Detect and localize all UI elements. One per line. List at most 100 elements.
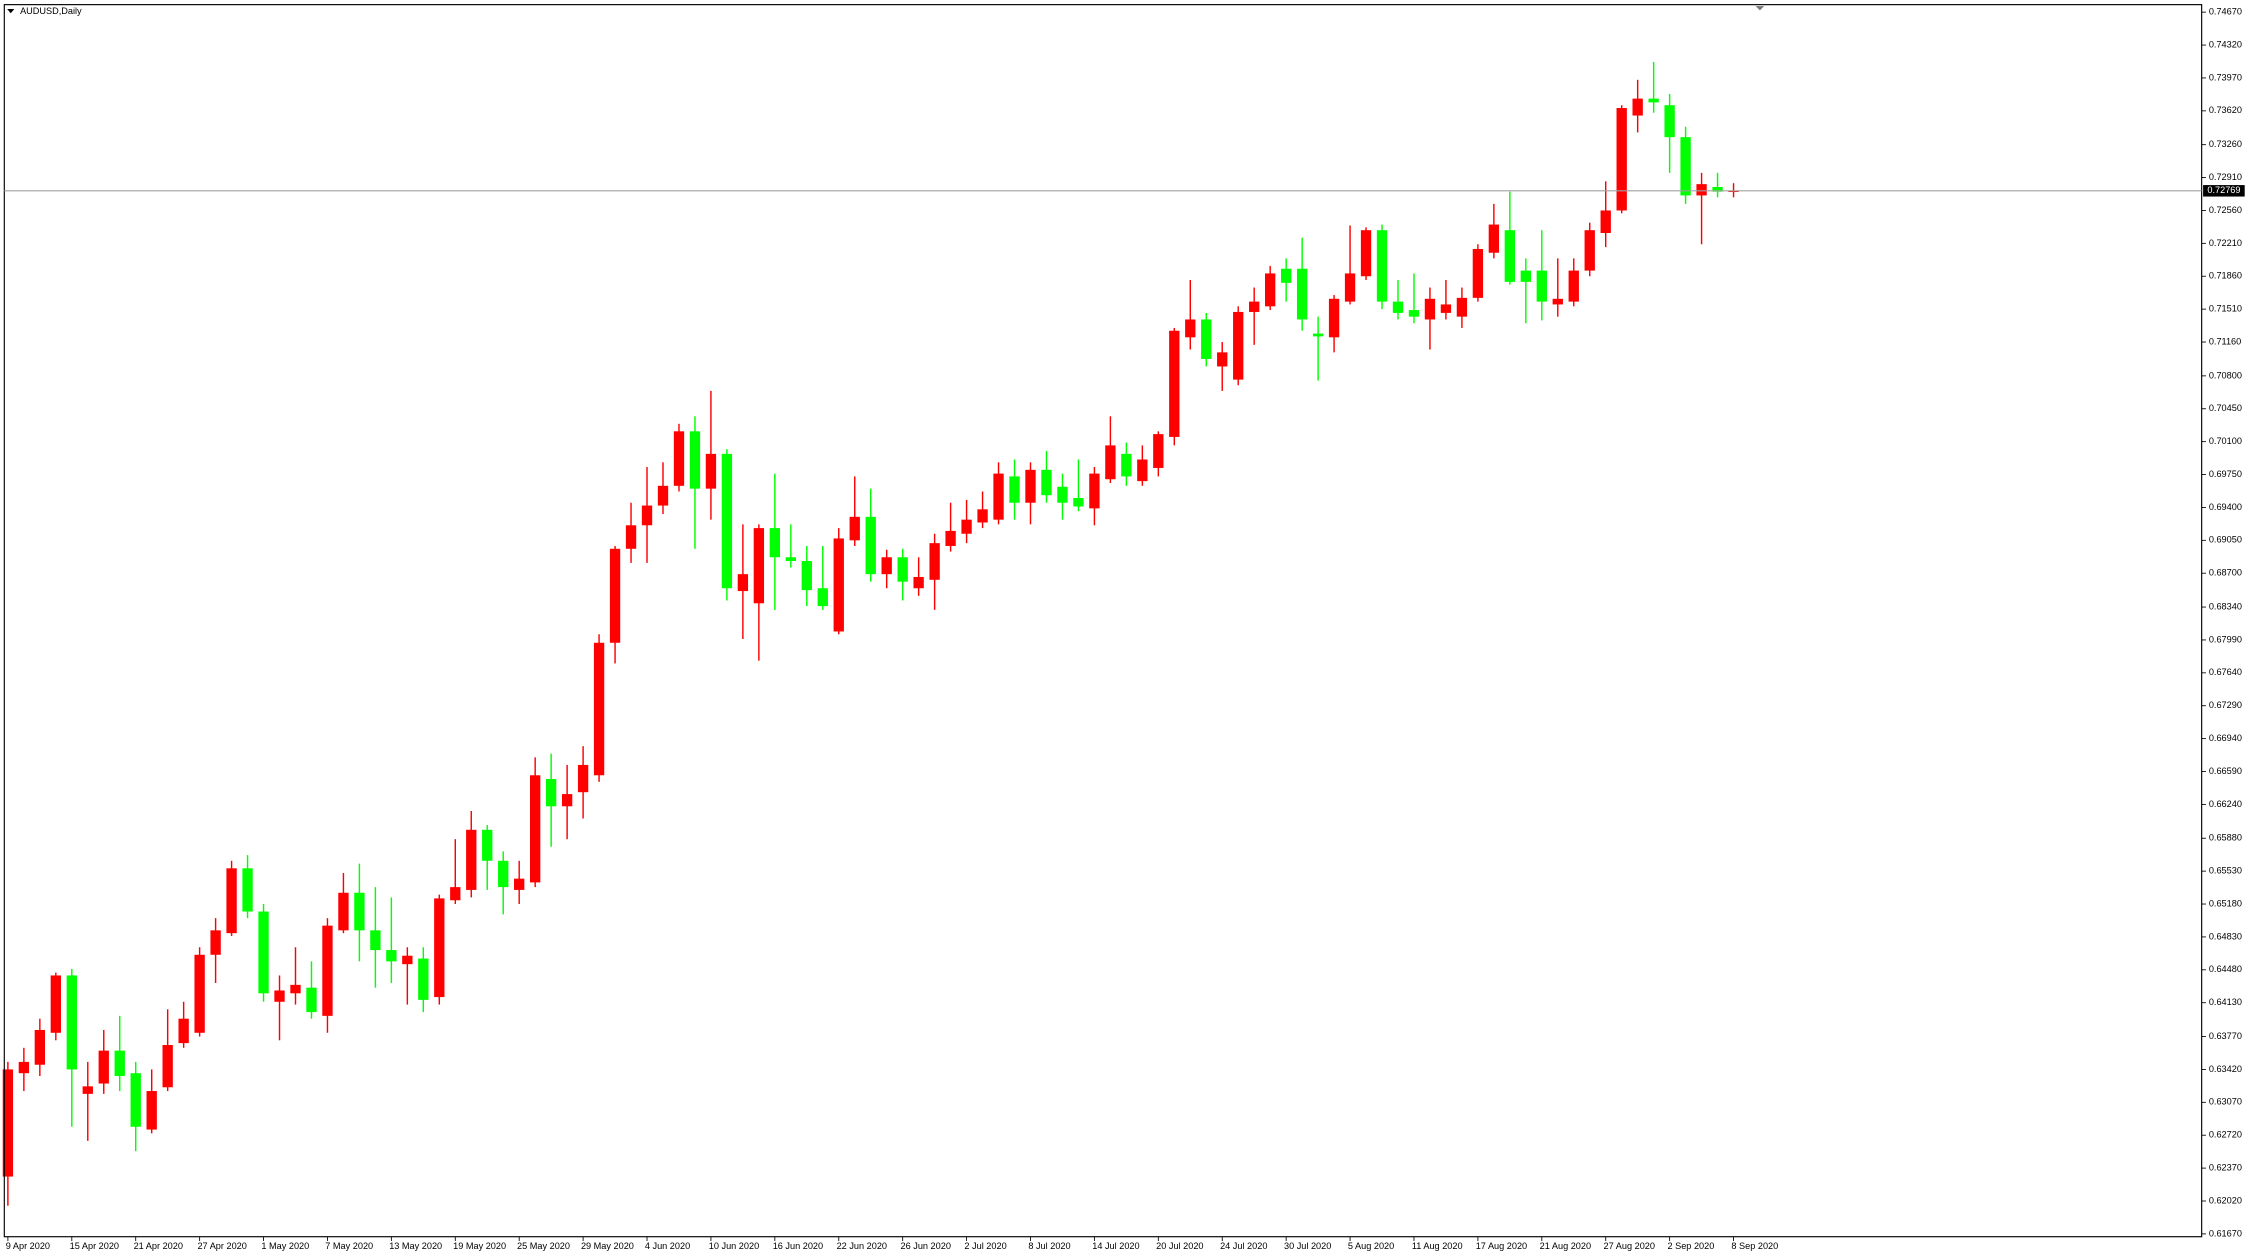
y-tick-label: 0.69050 [2209,535,2242,545]
candle-body [1408,310,1420,317]
candle-body [354,892,365,931]
candle-body [1376,230,1388,302]
x-tick-label: 26 Jun 2020 [901,1241,951,1251]
candle-body [641,505,653,526]
candle-body [1265,273,1276,307]
x-tick-label: 21 Apr 2020 [134,1241,183,1251]
candle-body [18,1061,30,1074]
candle-body [1137,459,1148,482]
candle-body [146,1091,157,1130]
candle-body [1344,273,1356,302]
candle-body [1600,210,1611,234]
candle-body [482,829,493,861]
x-tick-label: 13 May 2020 [389,1241,442,1251]
candle-body [1041,469,1052,496]
candle-body [1680,137,1691,196]
candle-body [402,955,413,965]
candle-body [817,588,828,607]
y-tick-label: 0.66940 [2209,733,2242,743]
candle-body [434,898,445,998]
current-price-label: 0.72769 [2207,185,2240,195]
candle-body [1456,297,1468,317]
candle-body [418,958,429,1000]
candle-body [1201,319,1212,359]
candle-body [82,1086,93,1094]
shift-marker[interactable] [1755,6,1765,11]
candle-body [2,1069,14,1177]
candle-body [785,557,796,561]
candle-body [769,528,781,558]
candle-body [897,557,908,582]
candle-body [386,950,397,962]
candle-body [1057,486,1068,503]
x-tick-label: 27 Aug 2020 [1604,1241,1655,1251]
x-tick-label: 30 Jul 2020 [1284,1241,1331,1251]
candle-body [178,1018,189,1044]
candle-body [689,431,701,489]
candle-body [945,530,956,546]
x-tick-label: 2 Jul 2020 [964,1241,1006,1251]
y-tick-label: 0.72910 [2209,172,2242,182]
candle-body [1089,473,1100,509]
candle-body [322,925,333,1016]
plot-frame [3,4,2203,1238]
candle-body [1185,319,1196,338]
x-tick-label: 1 May 2020 [261,1241,309,1251]
candle-body [1121,453,1132,477]
candle-body [130,1073,141,1127]
y-tick-label: 0.69400 [2209,502,2242,512]
candle-body [1488,224,1500,253]
y-tick-label: 0.65880 [2209,833,2242,843]
menu-arrow[interactable] [7,8,15,14]
y-tick-label: 0.62720 [2209,1130,2242,1140]
candle-body [1568,270,1579,302]
x-tick-label: 10 Jun 2020 [709,1241,759,1251]
candle-body [1249,301,1260,312]
candle-body [1584,230,1595,271]
y-tick-label: 0.65180 [2209,898,2242,908]
x-tick-label: 20 Jul 2020 [1156,1241,1203,1251]
candle-body [1217,352,1228,367]
candle-body [466,829,477,890]
candle-body [242,868,253,912]
y-tick-label: 0.63070 [2209,1097,2242,1107]
candle-body [1696,184,1707,196]
y-tick-label: 0.68340 [2209,601,2242,611]
x-tick-label: 8 Jul 2020 [1028,1241,1070,1251]
y-tick-label: 0.63770 [2209,1031,2242,1041]
x-tick-label: 29 May 2020 [581,1241,634,1251]
candle-body [1280,268,1292,283]
candle-body [498,860,509,888]
candle-body [1552,298,1563,305]
candle-body [1712,186,1723,192]
candle-body [34,1029,46,1065]
candle-body [705,453,717,489]
x-tick-label: 27 Apr 2020 [197,1241,246,1251]
x-tick-label: 15 Apr 2020 [70,1241,119,1251]
candle-body [114,1050,125,1077]
candle-body [1728,190,1739,192]
candle-body [929,543,940,580]
candle-body [881,557,892,575]
candle-body [1520,270,1531,282]
x-tick-label: 25 May 2020 [517,1241,570,1251]
y-tick-label: 0.73260 [2209,139,2242,149]
candle-body [98,1050,109,1084]
chart-title: AUDUSD,Daily [20,6,82,16]
candle-body [1504,230,1516,282]
candle-body [753,528,765,604]
x-tick-label: 22 Jun 2020 [837,1241,887,1251]
candle-body [1440,304,1452,313]
y-tick-label: 0.67990 [2209,634,2242,644]
y-tick-label: 0.73970 [2209,72,2242,82]
y-tick-label: 0.71160 [2209,336,2241,346]
candle-body [1392,301,1404,313]
candle-body [1616,108,1627,211]
candle-body [1536,270,1547,302]
candle-body [1664,105,1675,138]
candle-body [1169,330,1180,437]
candle-body [1296,268,1308,320]
candle-body [194,954,205,1033]
candle-body [66,975,77,1070]
